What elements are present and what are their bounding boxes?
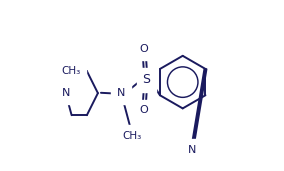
Text: N: N xyxy=(62,88,70,98)
Text: N: N xyxy=(188,145,196,155)
Text: S: S xyxy=(142,73,150,86)
Text: N: N xyxy=(117,88,125,98)
Text: O: O xyxy=(139,44,148,54)
Text: CH₃: CH₃ xyxy=(61,66,81,76)
Text: O: O xyxy=(139,105,148,115)
Text: CH₃: CH₃ xyxy=(122,130,141,141)
